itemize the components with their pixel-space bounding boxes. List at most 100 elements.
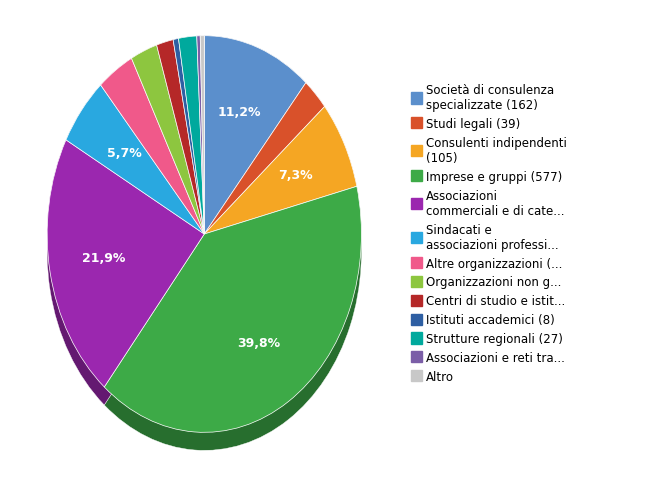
Wedge shape xyxy=(47,140,204,387)
Wedge shape xyxy=(104,191,361,437)
Wedge shape xyxy=(66,100,204,249)
Wedge shape xyxy=(204,87,325,238)
Wedge shape xyxy=(179,48,204,246)
Wedge shape xyxy=(204,40,306,238)
Wedge shape xyxy=(132,45,204,234)
Wedge shape xyxy=(132,50,204,239)
Wedge shape xyxy=(47,153,204,400)
Wedge shape xyxy=(132,52,204,241)
Wedge shape xyxy=(204,120,357,247)
Wedge shape xyxy=(204,123,357,251)
Wedge shape xyxy=(173,50,204,246)
Wedge shape xyxy=(204,38,306,237)
Wedge shape xyxy=(157,42,204,237)
Wedge shape xyxy=(204,90,325,242)
Wedge shape xyxy=(179,36,204,234)
Wedge shape xyxy=(197,42,204,241)
Wedge shape xyxy=(204,36,306,234)
Wedge shape xyxy=(200,54,204,252)
Wedge shape xyxy=(204,97,325,248)
Wedge shape xyxy=(173,48,204,243)
Wedge shape xyxy=(47,151,204,399)
Wedge shape xyxy=(197,49,204,247)
Wedge shape xyxy=(157,46,204,241)
Wedge shape xyxy=(101,75,204,251)
Wedge shape xyxy=(132,57,204,246)
Wedge shape xyxy=(101,70,204,246)
Wedge shape xyxy=(204,50,306,248)
Wedge shape xyxy=(204,41,306,239)
Wedge shape xyxy=(157,53,204,247)
Wedge shape xyxy=(197,40,204,238)
Wedge shape xyxy=(101,64,204,241)
Wedge shape xyxy=(204,122,357,249)
Wedge shape xyxy=(204,116,357,243)
Wedge shape xyxy=(204,54,306,252)
Wedge shape xyxy=(179,46,204,245)
Wedge shape xyxy=(101,66,204,242)
Wedge shape xyxy=(104,194,361,440)
Wedge shape xyxy=(173,44,204,239)
Wedge shape xyxy=(179,36,204,234)
Wedge shape xyxy=(204,107,357,234)
Wedge shape xyxy=(173,38,204,234)
Wedge shape xyxy=(132,46,204,235)
Wedge shape xyxy=(179,53,204,251)
Wedge shape xyxy=(204,85,325,237)
Wedge shape xyxy=(157,41,204,235)
Wedge shape xyxy=(204,101,325,252)
Wedge shape xyxy=(197,36,204,234)
Wedge shape xyxy=(66,85,204,234)
Wedge shape xyxy=(204,113,357,241)
Wedge shape xyxy=(197,50,204,248)
Wedge shape xyxy=(66,87,204,237)
Wedge shape xyxy=(200,51,204,249)
Wedge shape xyxy=(47,150,204,397)
Wedge shape xyxy=(66,86,204,235)
Legend: Società di consulenza
specializzate (162), Studi legali (39), Consulenti indipen: Società di consulenza specializzate (162… xyxy=(407,79,572,389)
Wedge shape xyxy=(101,58,204,234)
Wedge shape xyxy=(204,46,306,245)
Wedge shape xyxy=(132,61,204,249)
Wedge shape xyxy=(66,94,204,243)
Wedge shape xyxy=(101,68,204,245)
Wedge shape xyxy=(204,108,357,235)
Wedge shape xyxy=(179,37,204,235)
Wedge shape xyxy=(101,71,204,247)
Wedge shape xyxy=(204,49,306,247)
Wedge shape xyxy=(173,55,204,251)
Wedge shape xyxy=(104,190,361,436)
Wedge shape xyxy=(197,51,204,249)
Wedge shape xyxy=(132,58,204,247)
Wedge shape xyxy=(204,44,306,242)
Wedge shape xyxy=(104,186,361,433)
Wedge shape xyxy=(104,202,361,448)
Wedge shape xyxy=(179,41,204,239)
Wedge shape xyxy=(197,41,204,239)
Wedge shape xyxy=(173,42,204,238)
Wedge shape xyxy=(47,158,204,405)
Wedge shape xyxy=(132,56,204,245)
Wedge shape xyxy=(204,121,357,248)
Wedge shape xyxy=(66,85,204,234)
Wedge shape xyxy=(200,49,204,247)
Wedge shape xyxy=(200,38,204,237)
Wedge shape xyxy=(200,37,204,235)
Wedge shape xyxy=(101,60,204,235)
Wedge shape xyxy=(66,97,204,246)
Wedge shape xyxy=(157,40,204,234)
Wedge shape xyxy=(173,45,204,241)
Wedge shape xyxy=(200,46,204,245)
Wedge shape xyxy=(173,57,204,252)
Wedge shape xyxy=(204,100,325,251)
Wedge shape xyxy=(104,200,361,446)
Wedge shape xyxy=(200,47,204,246)
Wedge shape xyxy=(204,109,357,237)
Text: 11,2%: 11,2% xyxy=(217,107,261,120)
Wedge shape xyxy=(104,198,361,444)
Wedge shape xyxy=(197,36,204,234)
Wedge shape xyxy=(101,61,204,237)
Wedge shape xyxy=(197,54,204,252)
Wedge shape xyxy=(66,93,204,242)
Wedge shape xyxy=(101,67,204,243)
